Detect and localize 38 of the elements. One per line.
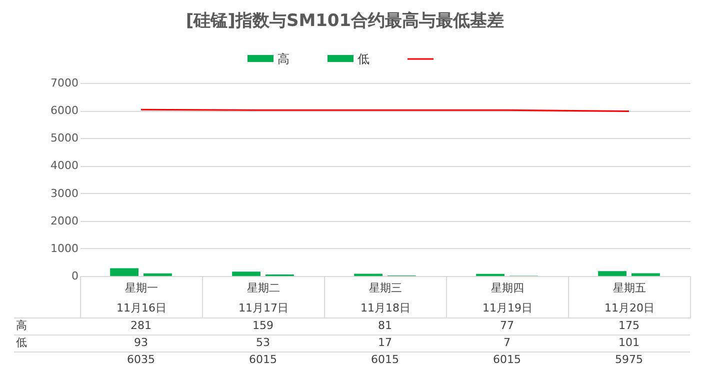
x-tick-label: 星期三 11月18日 [360, 282, 410, 314]
bar [598, 271, 626, 276]
bar [110, 268, 138, 276]
y-tick-label: 4000 [50, 159, 78, 172]
data-label: 93 [134, 336, 148, 349]
data-label: 6015 [493, 353, 521, 366]
data-label: 6035 [127, 353, 155, 366]
data-label: 17 [378, 336, 392, 349]
data-label: 53 [256, 336, 270, 349]
data-label: 101 [618, 336, 640, 349]
data-label: 6015 [371, 353, 399, 366]
x-tick-label: 星期四 11月19日 [482, 282, 532, 314]
x-tick-label: 星期五 11月20日 [604, 282, 654, 314]
data-label: 81 [378, 319, 392, 332]
y-tick-label: 5000 [50, 132, 78, 145]
y-tick-label: 6000 [50, 104, 78, 118]
text: 高 [16, 319, 27, 332]
bar [232, 272, 260, 276]
data-label: 5975 [615, 353, 643, 366]
x-tick-label: 星期二 11月17日 [238, 282, 288, 314]
data-label: 7 [504, 336, 510, 349]
x-tick-label: 星期一 11月16日 [116, 282, 166, 314]
chart-title: [硅锰]指数与SM101合约最高与最低基差 [186, 11, 504, 31]
bar [632, 273, 660, 276]
legend-label: 高 [278, 52, 290, 66]
y-tick-label: 1000 [50, 242, 78, 255]
bar [144, 273, 172, 276]
data-label: 159 [252, 319, 274, 332]
data-label: 281 [130, 319, 152, 332]
data-label: 175 [618, 319, 640, 332]
data-label: 6015 [249, 353, 277, 366]
y-tick-label: 0 [72, 270, 78, 282]
text: 低 [16, 336, 27, 349]
y-tick-label: 7000 [50, 76, 78, 90]
y-tick-label: 3000 [50, 186, 78, 200]
data-label: 77 [500, 319, 514, 332]
legend-label: 低 [358, 52, 370, 66]
y-tick-label: 2000 [50, 214, 78, 228]
